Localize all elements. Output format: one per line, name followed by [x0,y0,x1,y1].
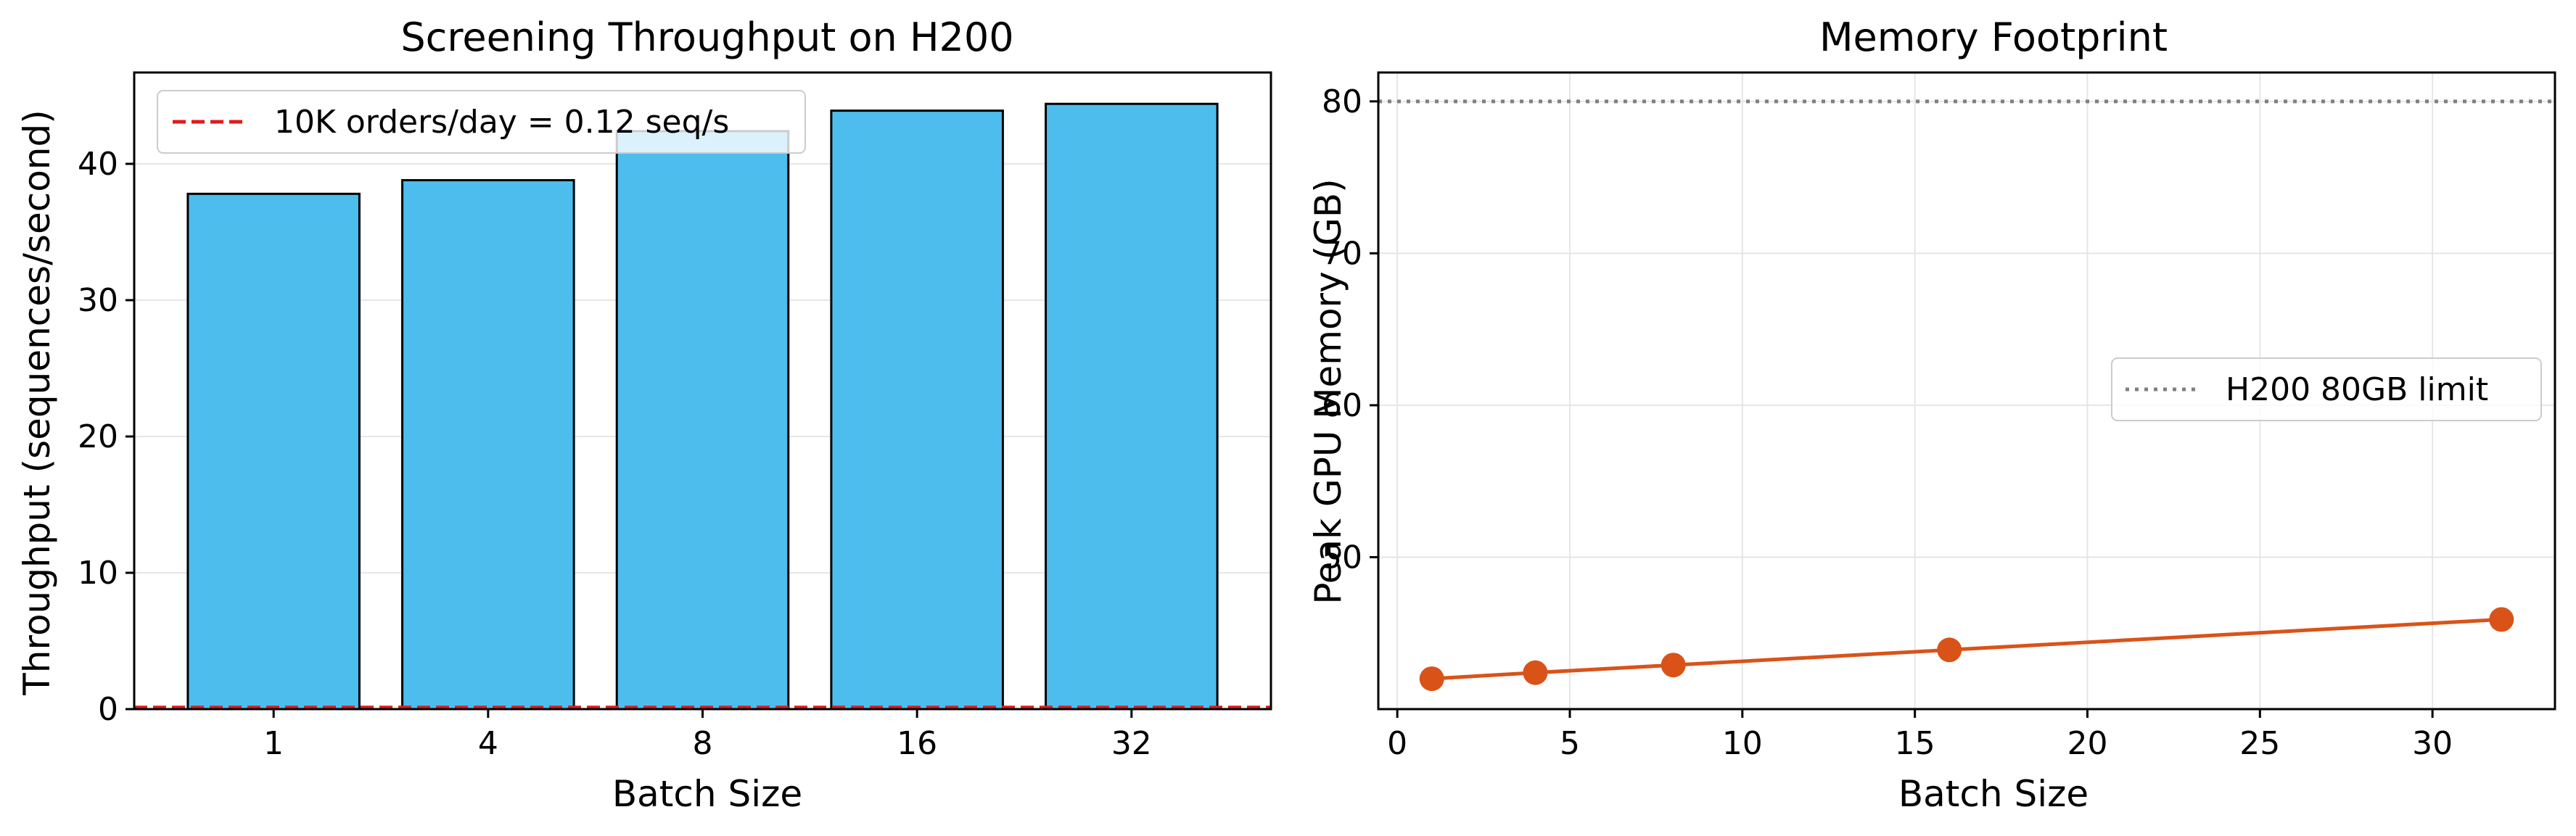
throughput-x-tick-label: 4 [478,725,498,762]
throughput-chart-title: Screening Throughput on H200 [400,15,1013,60]
throughput-chart: 0 10 20 30 40 1 4 8 16 32 Screening Throughput o… [16,15,1272,815]
memory-x-tick-label: 25 [2239,725,2280,762]
throughput-bar-32 [1045,102,1219,711]
memory-chart: 50 60 70 80 0 5 10 15 20 25 30 Memory Footprint B… [1307,15,2556,815]
memory-legend-box [2111,357,2542,421]
memory-point-batch-32 [2489,607,2514,632]
memory-series-points [1419,607,2514,692]
throughput-y-ticks: 0 10 20 30 40 [78,146,134,728]
throughput-bars [186,102,1219,711]
throughput-y-tick-label: 30 [78,282,118,319]
throughput-legend-label: 10K orders/day = 0.12 seq/s [274,104,729,141]
memory-y-tick-label: 80 [1322,83,1362,120]
memory-x-tick-label: 15 [1895,725,1935,762]
memory-chart-title: Memory Footprint [1819,15,2168,60]
memory-point-batch-4 [1523,660,1548,685]
throughput-bar-8 [615,130,790,711]
throughput-y-tick-label: 10 [78,555,118,592]
throughput-x-tick-label: 32 [1111,725,1152,762]
memory-x-tick-label: 5 [1560,725,1580,762]
memory-legend: H200 80GB limit [2111,357,2542,421]
memory-x-tick-label: 30 [2412,725,2453,762]
memory-y-tick-label: 70 [1322,235,1362,272]
memory-point-batch-16 [1937,637,1962,663]
memory-y-tick-label: 50 [1322,539,1362,576]
throughput-y-axis-label: Throughput (sequences/second) [16,109,58,696]
throughput-bar-1 [186,192,361,711]
throughput-x-tick-label: 8 [693,725,713,762]
throughput-x-tick-label: 16 [897,725,937,762]
memory-x-tick-label: 10 [1722,725,1763,762]
memory-x-tick-label: 20 [2067,725,2107,762]
throughput-y-tick-label: 40 [78,146,118,183]
throughput-x-axis-label: Batch Size [612,773,802,815]
memory-plot-frame [1377,71,2556,711]
throughput-legend: 10K orders/day = 0.12 seq/s [157,90,806,154]
memory-point-batch-1 [1419,666,1444,692]
throughput-x-tick-label: 1 [263,725,284,762]
memory-y-ticks: 50 60 70 80 [1322,83,1378,576]
memory-y-axis-label: Peak GPU Memory (GB) [1307,178,1349,604]
throughput-bar-16 [830,109,1004,711]
throughput-x-ticks: 1 4 8 16 32 [263,709,1152,762]
memory-legend-label: H200 80GB limit [2226,371,2488,408]
memory-y-tick-label: 60 [1322,387,1362,424]
memory-x-ticks: 0 5 10 15 20 25 30 [1387,709,2453,762]
throughput-bar-4 [401,179,575,711]
throughput-y-tick-label: 0 [98,691,118,728]
memory-x-axis-label: Batch Size [1898,773,2089,815]
memory-point-batch-8 [1661,653,1686,678]
throughput-legend-box [157,90,806,154]
memory-x-tick-label: 0 [1387,725,1407,762]
throughput-y-tick-label: 20 [78,418,118,455]
